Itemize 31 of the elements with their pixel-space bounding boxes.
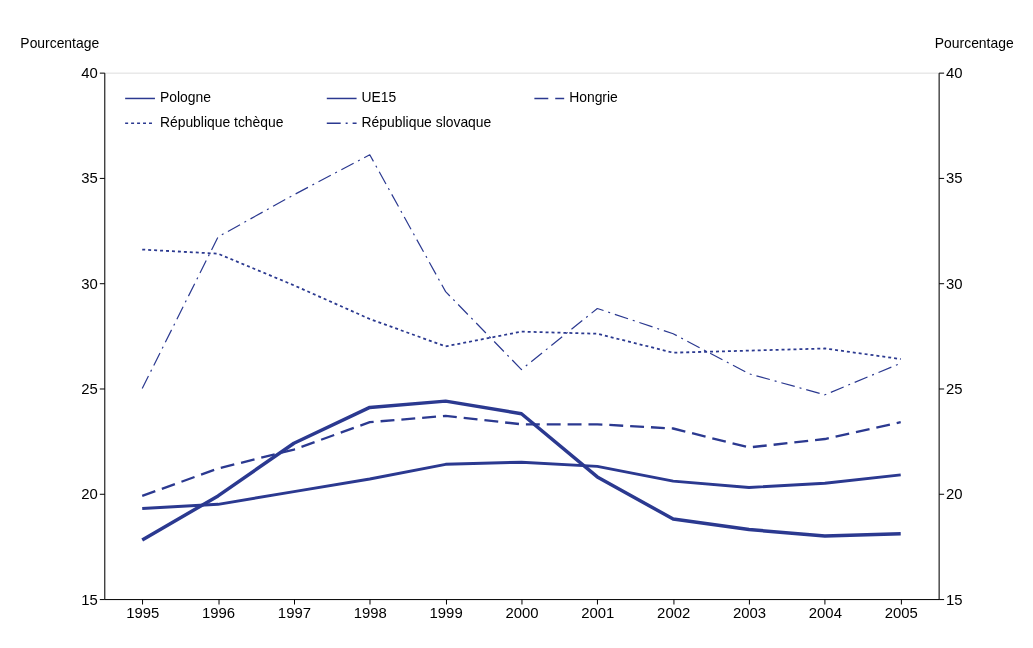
y-tick-label: 15 [81,591,98,608]
y-tick-label: 40 [81,65,98,82]
y-tick-label: 30 [81,275,98,292]
x-tick-label: 1996 [202,605,236,622]
y2-axis-title: Pourcentage [934,35,1014,52]
y-tick-label: 35 [81,170,98,187]
x-tick-label: 2001 [581,605,615,622]
legend-label: République tchèque [159,114,284,131]
x-tick-label: 2000 [505,605,539,622]
x-tick-label: 2003 [732,605,767,622]
y-tick-label: 25 [81,380,98,397]
x-tick-label: 2005 [884,605,918,622]
legend-label: UE15 [361,89,397,106]
x-tick-label: 1995 [126,605,160,622]
y-axis-title: Pourcentage [20,35,100,52]
x-tick-label: 1998 [353,605,387,622]
x-tick-label: 1997 [277,605,311,622]
x-tick-label: 2002 [657,605,691,622]
y2-tick-label: 35 [946,170,963,187]
y2-tick-label: 25 [946,380,963,397]
legend-label: Pologne [159,89,212,106]
y2-tick-label: 40 [946,65,963,82]
x-tick-label: 2004 [808,605,842,622]
line-series [140,399,903,542]
y2-tick-label: 20 [946,486,963,503]
y-tick-label: 20 [81,486,98,503]
x-tick-label: 1999 [429,605,463,622]
legend-label: République slovaque [361,114,492,131]
y2-tick-label: 15 [946,591,963,608]
y2-tick-label: 30 [946,275,963,292]
legend-label: Hongrie [569,89,619,106]
